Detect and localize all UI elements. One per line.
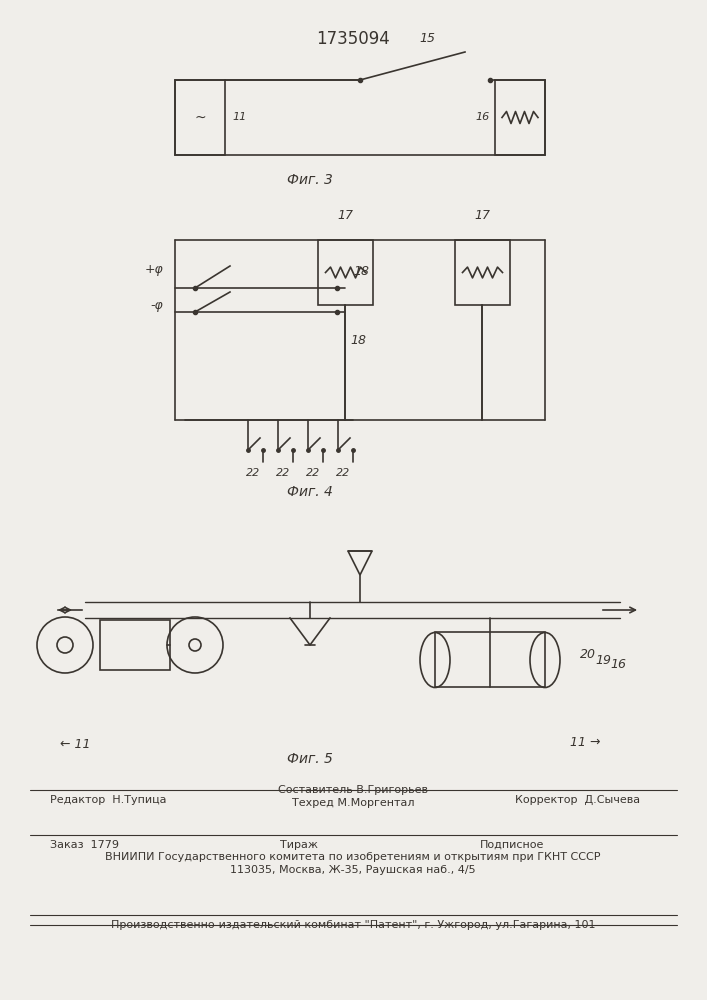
Text: ~: ~ — [194, 110, 206, 124]
Text: 15: 15 — [419, 32, 435, 45]
Text: 20: 20 — [580, 648, 596, 662]
Text: 17: 17 — [337, 209, 354, 222]
Text: Фиг. 3: Фиг. 3 — [287, 173, 333, 187]
Text: ← 11: ← 11 — [60, 738, 90, 752]
Text: 113035, Москва, Ж-35, Раушская наб., 4/5: 113035, Москва, Ж-35, Раушская наб., 4/5 — [230, 865, 476, 875]
Text: 19: 19 — [595, 654, 611, 666]
Text: 22: 22 — [276, 468, 290, 478]
Text: Заказ  1779: Заказ 1779 — [50, 840, 119, 850]
Text: Производственно-издательский комбинат "Патент", г. Ужгород, ул.Гагарина, 101: Производственно-издательский комбинат "П… — [111, 920, 595, 930]
Bar — [175, 80, 225, 155]
Text: 11: 11 — [232, 112, 246, 122]
Bar — [455, 240, 510, 305]
Bar — [495, 80, 545, 155]
Text: Подписное: Подписное — [480, 840, 544, 850]
Text: Редактор  Н.Тупица: Редактор Н.Тупица — [50, 795, 167, 805]
Text: ВНИИПИ Государственного комитета по изобретениям и открытиям при ГКНТ СССР: ВНИИПИ Государственного комитета по изоб… — [105, 852, 601, 862]
Text: 1735094: 1735094 — [316, 30, 390, 48]
Text: Тираж: Тираж — [280, 840, 318, 850]
Bar — [100, 620, 170, 670]
Text: 11 →: 11 → — [570, 736, 600, 748]
Text: Техред М.Моргентал: Техред М.Моргентал — [292, 798, 414, 808]
Text: +φ: +φ — [144, 263, 163, 276]
Text: Корректор  Д.Сычева: Корректор Д.Сычева — [515, 795, 640, 805]
Text: 22: 22 — [246, 468, 260, 478]
Text: Фиг. 5: Фиг. 5 — [287, 752, 333, 766]
Text: 18: 18 — [354, 265, 370, 278]
Text: 22: 22 — [306, 468, 320, 478]
Text: -φ: -φ — [151, 298, 163, 312]
Text: 18: 18 — [351, 334, 366, 347]
Text: Составитель В.Григорьев: Составитель В.Григорьев — [278, 785, 428, 795]
Text: Фиг. 4: Фиг. 4 — [287, 485, 333, 499]
Text: 22: 22 — [336, 468, 350, 478]
Text: 16: 16 — [610, 658, 626, 672]
Text: 17: 17 — [474, 209, 491, 222]
Text: 16: 16 — [476, 112, 490, 122]
Bar — [435, 632, 545, 687]
Bar — [318, 240, 373, 305]
